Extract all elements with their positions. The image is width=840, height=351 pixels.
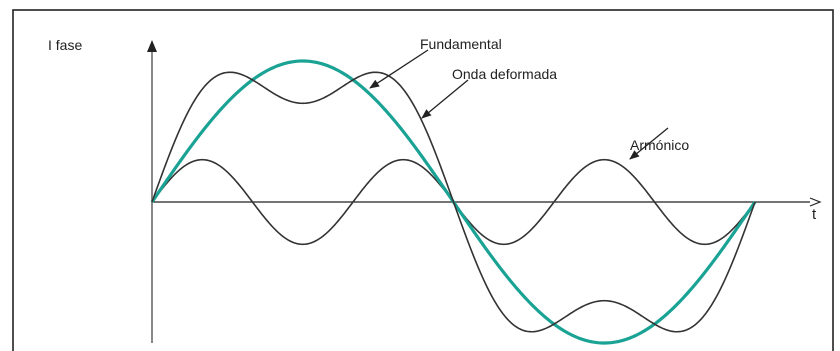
figure-frame <box>12 9 834 351</box>
y-axis-arrow <box>147 40 157 52</box>
x-axis-label: t <box>812 206 817 223</box>
y-axis-label: I fase <box>48 37 82 53</box>
distorted-pointer-arrow <box>421 79 469 119</box>
harmonic-pointer-arrow <box>629 127 669 160</box>
fundamental-label: Fundamental <box>420 36 502 52</box>
x-axis-arrow <box>809 197 822 207</box>
harmonic-label: Armónico <box>630 137 689 153</box>
distorted-wave <box>151 71 756 333</box>
distorted-label: Onda deformada <box>452 66 557 82</box>
fundamental-pointer-arrow <box>369 49 429 89</box>
